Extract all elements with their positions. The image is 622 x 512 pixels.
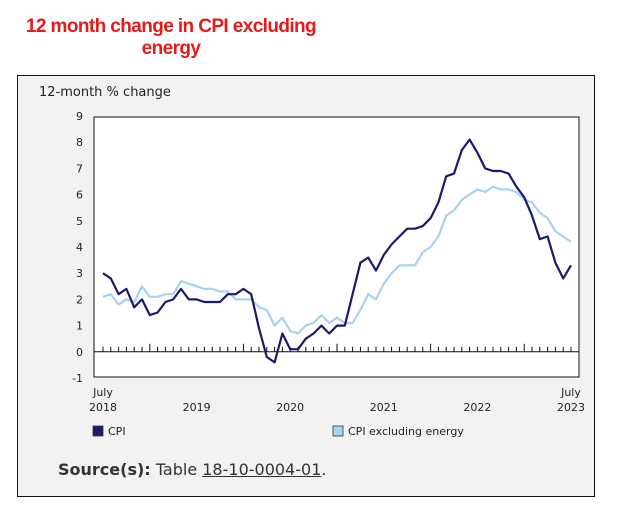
y-tick-label: 2 <box>76 293 83 306</box>
legend-swatch <box>332 425 344 437</box>
chart-title-line1: 12 month change in CPI excluding <box>25 16 317 37</box>
y-tick-label: -1 <box>72 372 83 385</box>
x-tick-label-year: 2019 <box>183 401 211 414</box>
y-tick-label: 0 <box>76 346 83 359</box>
chart-panel: 12-month % change -1 0 1 2 3 4 5 6 7 8 9 July 2018 2… <box>17 75 595 497</box>
x-tick-label-year: 2018 <box>89 401 117 414</box>
chart-title-line2: energy <box>141 38 201 59</box>
y-tick-label: 6 <box>76 189 83 202</box>
series-line-cpi <box>102 138 572 364</box>
x-tick-label-month: July <box>560 386 581 399</box>
source-line: Source(s): Table 18-10-0004-01. <box>58 460 326 479</box>
legend-swatch <box>92 425 104 437</box>
x-tick-label-year: 2022 <box>463 401 491 414</box>
y-tick-label: 5 <box>76 215 83 228</box>
y-tick-label: 1 <box>76 320 83 333</box>
y-tick-label: 8 <box>76 136 83 149</box>
plot-area <box>93 116 580 378</box>
x-tick-label-year: 2020 <box>276 401 304 414</box>
y-tick-label: 4 <box>76 241 83 254</box>
x-tick-label-month: July <box>92 386 113 399</box>
x-tick-label-year: 2021 <box>370 401 398 414</box>
source-prefix: Table <box>155 460 203 479</box>
x-tick-label-year: 2023 <box>557 401 585 414</box>
y-axis-label: 12-month % change <box>39 85 171 100</box>
series-line-cpi-excluding-energy <box>102 185 572 335</box>
y-tick-label: 9 <box>76 110 83 123</box>
legend-label: CPI <box>108 425 126 438</box>
chart-svg: 12-month % change -1 0 1 2 3 4 5 6 7 8 9 July 2018 2… <box>39 85 585 438</box>
y-tick-label: 3 <box>76 267 83 280</box>
chart-title: 12 month change in CPI excluding energy <box>0 16 342 60</box>
source-suffix: . <box>321 460 327 479</box>
source-label: Source(s): <box>58 460 151 479</box>
y-tick-label: 7 <box>76 162 83 175</box>
legend-label: CPI excluding energy <box>348 425 464 438</box>
source-table-link[interactable]: 18-10-0004-01 <box>202 460 322 479</box>
